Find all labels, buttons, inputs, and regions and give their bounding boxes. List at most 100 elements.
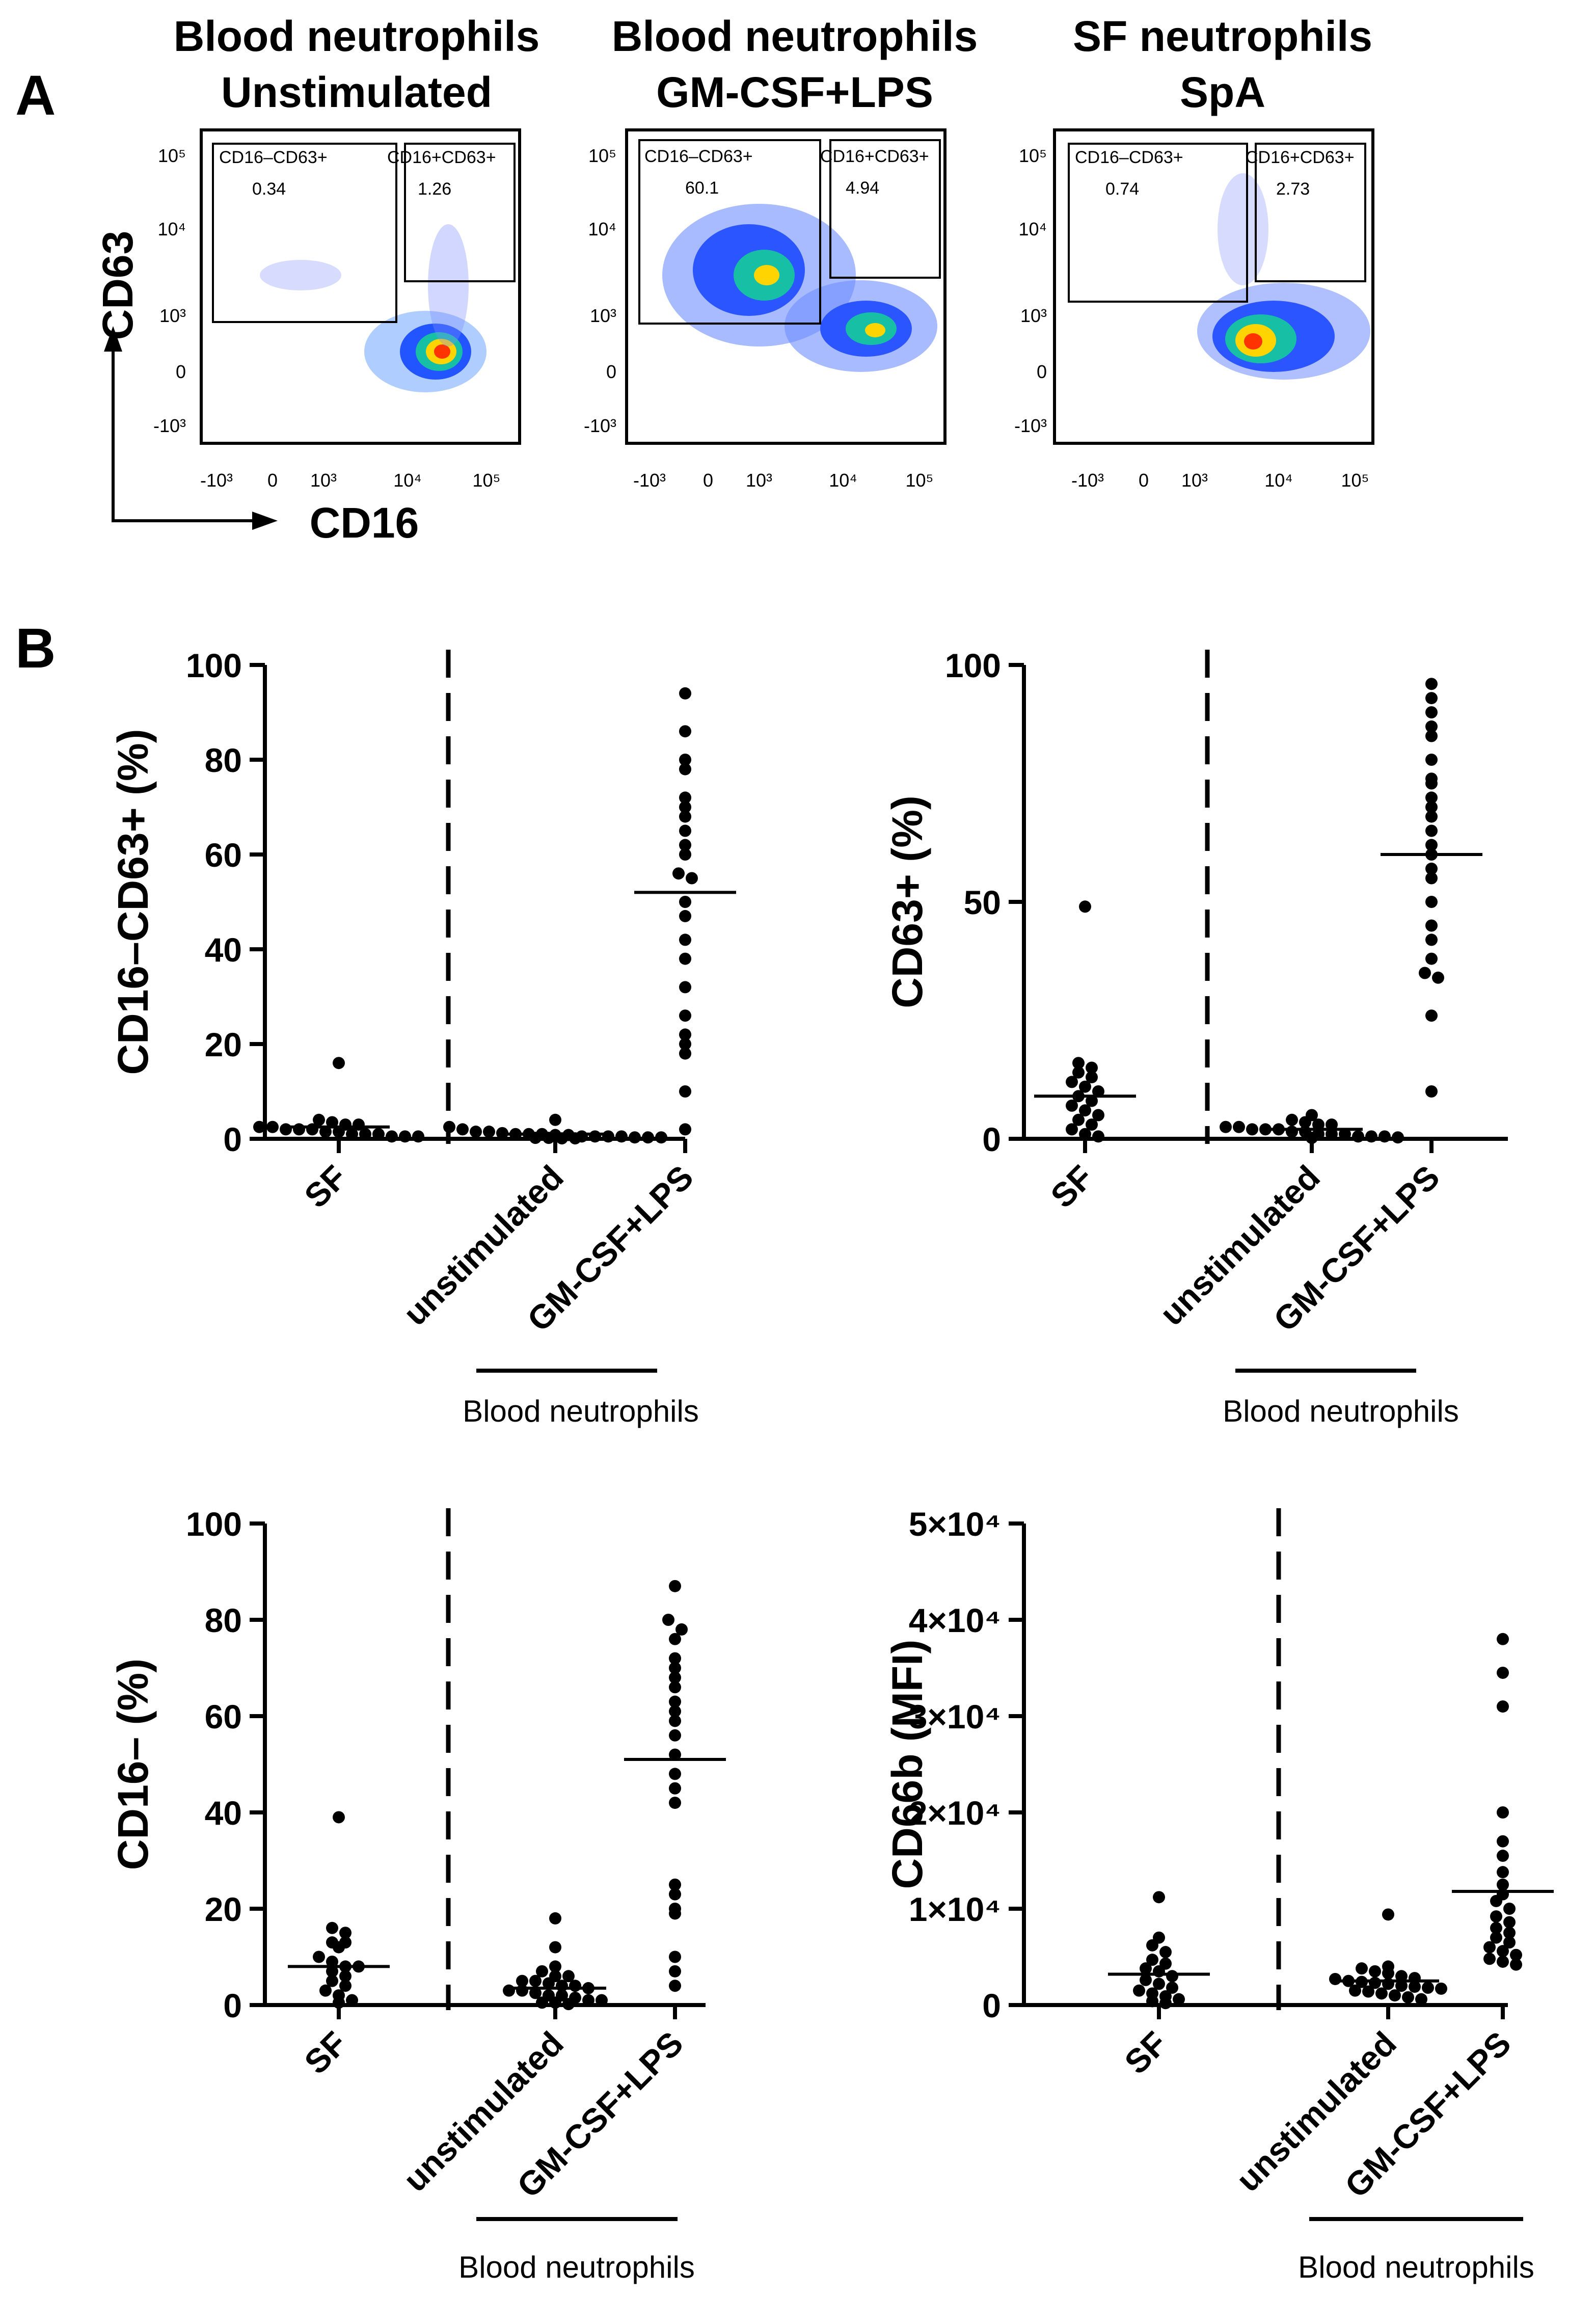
dotplot-1-ytick-label: 100 — [186, 647, 242, 684]
dotplot-3-category-label: SF — [297, 2024, 354, 2081]
dotplot-3-point-gm-csf-lps — [669, 1662, 681, 1674]
dotplot-2-point-gm-csf-lps — [1425, 919, 1438, 932]
dotplot-2-point-sf — [1092, 1085, 1104, 1098]
dotplot-4-point-sf — [1153, 1891, 1165, 1904]
dotplot-2-point-unstimulated — [1220, 1120, 1232, 1133]
dotplot-1-point-unstimulated — [642, 1131, 654, 1144]
dotplot-1-point-unstimulated — [655, 1131, 667, 1144]
dotplot-3-point-sf — [326, 1974, 338, 1987]
dotplot-2-point-unstimulated — [1352, 1130, 1364, 1143]
dotplot-1-point-unstimulated — [615, 1130, 628, 1143]
dotplot-1-point-gm-csf-lps — [679, 1038, 691, 1050]
dotplot-3-point-gm-csf-lps — [669, 1782, 681, 1795]
flow-title-2-line2: GM-CSF+LPS — [656, 68, 933, 116]
dotplot-4-point-sf — [1140, 1962, 1152, 1975]
flow-plot-1-xtick-1e4: 10⁴ — [393, 470, 422, 491]
dotplot-3-point-gm-csf-lps — [669, 1965, 681, 1978]
dotplot-3-point-unstimulated — [569, 1980, 581, 1992]
dotplot-4-point-sf — [1140, 1973, 1152, 1986]
dotplot-3-point-unstimulated — [536, 1965, 548, 1978]
dotplot-4-point-gm-csf-lps — [1503, 1936, 1516, 1949]
dotplot-3-ytick-label: 60 — [205, 1698, 242, 1735]
dotplot-1-point-unstimulated — [629, 1131, 641, 1144]
flow-plot-2-gate-right — [829, 139, 941, 279]
flow-y-axis-label: CD63 — [94, 231, 142, 340]
dotplot-4-point-gm-csf-lps — [1497, 1700, 1509, 1713]
dotplot-1-point-gm-csf-lps — [679, 801, 691, 813]
dotplot-4-ytick-label: 5×10⁴ — [909, 1505, 1001, 1543]
dotplot-3-point-unstimulated — [549, 1960, 561, 1973]
dotplot-3-point-sf — [333, 1941, 345, 1954]
dotplot-1-point-unstimulated — [589, 1130, 601, 1143]
flow-plot-3-ytick-0: 0 — [1037, 361, 1047, 382]
dotplot-2-point-unstimulated — [1339, 1128, 1351, 1140]
dotplot-3-point-unstimulated — [543, 1977, 555, 1990]
dotplot-3-point-unstimulated — [582, 1994, 594, 2007]
dotplot-2-point-unstimulated — [1306, 1132, 1318, 1144]
flow-plot-2-xtick-1e4: 10⁴ — [829, 470, 857, 491]
dotplot-1-ytick-label: 40 — [205, 931, 242, 969]
dotplot-2-ytick-label: 0 — [982, 1120, 1001, 1158]
dotplot-1-point-gm-csf-lps — [679, 848, 691, 861]
dotplot-4-ytick-label: 1×10⁴ — [909, 1890, 1001, 1928]
flow-plot-2-ytick-0: 0 — [606, 361, 616, 382]
dotplot-4-point-gm-csf-lps — [1503, 1916, 1516, 1929]
flow-plot-2-x-ticks: -10³ 0 10³ 10⁴ 10⁵ — [633, 470, 934, 491]
dotplot-2-point-sf — [1072, 1057, 1085, 1070]
dotplot-3-point-unstimulated — [516, 1984, 528, 1997]
dotplot-4-point-sf — [1146, 1995, 1158, 2008]
dotplot-4-point-unstimulated — [1402, 1991, 1414, 2004]
dotplot-2-point-sf — [1079, 1080, 1091, 1093]
dotplot-3-y-axis-label: CD16– (%) — [109, 1659, 157, 1870]
dotplot-2-point-gm-csf-lps — [1425, 1085, 1438, 1098]
dotplot-4-point-gm-csf-lps — [1497, 1806, 1509, 1819]
dotplot-4-point-unstimulated — [1422, 1981, 1434, 1994]
dotplot-1-point-gm-csf-lps — [679, 725, 691, 738]
dotplot-2-ytick-label: 50 — [964, 884, 1001, 921]
dotplot-1-point-sf — [333, 1126, 345, 1138]
dotplot-1-y-axis-label: CD16–CD63+ (%) — [109, 729, 157, 1075]
dotplot-2-point-unstimulated — [1326, 1128, 1338, 1140]
flow-plot-2: CD16–CD63+ 60.1 CD16+CD63+ 4.94 10⁵ 10⁴ … — [584, 128, 947, 491]
dotplot-1-point-unstimulated — [602, 1130, 614, 1143]
dotplot-2-point-sf — [1066, 1099, 1078, 1112]
dotplot-2-point-sf — [1072, 1066, 1085, 1079]
panel-label-a: A — [15, 64, 56, 127]
dotplot-1-point-sf — [333, 1057, 345, 1070]
dotplot-3-point-sf — [326, 1921, 338, 1934]
flow-plot-1-y-ticks: 10⁵ 10⁴ 10³ 0 -10³ — [153, 145, 186, 436]
flow-plot-1-gate-left-value: 0.34 — [252, 179, 286, 199]
dotplot-4-group-label: Blood neutrophils — [1298, 2250, 1534, 2284]
dotplot-2-point-gm-csf-lps — [1425, 952, 1438, 965]
dotplot-1-point-gm-csf-lps — [679, 981, 691, 994]
flow-plot-3-xtick-1e5: 10⁵ — [1341, 470, 1369, 491]
flow-plot-3-gate-left-label: CD16–CD63+ — [1075, 148, 1183, 167]
dotplot-1-ytick-label: 80 — [205, 741, 242, 779]
dotplot-3-point-gm-csf-lps — [669, 1705, 681, 1718]
dotplot-2-point-unstimulated — [1233, 1120, 1245, 1133]
dotplot-3-point-sf — [313, 1951, 325, 1963]
dotplot-2-point-gm-csf-lps — [1425, 810, 1438, 823]
dotplot-1-point-gm-csf-lps — [679, 952, 691, 965]
dotplot-1-point-gm-csf-lps — [679, 1085, 691, 1098]
dotplot-2-point-sf — [1079, 900, 1091, 913]
dotplot-2-group-label: Blood neutrophils — [1223, 1394, 1459, 1428]
dotplot-1-point-sf — [399, 1130, 411, 1143]
flow-plot-2-xtick-0: 0 — [703, 470, 713, 491]
dotplot-1-point-sf — [319, 1126, 332, 1138]
dotplot-4-point-gm-csf-lps — [1490, 1894, 1502, 1907]
flow-plot-1-ytick-neg: -10³ — [153, 415, 186, 436]
dotplot-2-point-sf — [1079, 1104, 1091, 1117]
dotplot-2-point-gm-csf-lps — [1432, 971, 1444, 984]
dotplot-3-ytick-label: 0 — [223, 1987, 242, 2024]
dotplot-2-point-gm-csf-lps — [1425, 1009, 1438, 1022]
flow-plot-2-xtick-neg: -10³ — [633, 470, 666, 491]
dotplot-4-point-sf — [1146, 1954, 1158, 1966]
flow-plot-2-gate-left-value: 60.1 — [685, 178, 719, 198]
flow-plot-2-gate-left-label: CD16–CD63+ — [644, 147, 753, 166]
dotplot-3-point-sf — [326, 1955, 338, 1968]
dotplot-2-category-label: SF — [1043, 1158, 1100, 1215]
